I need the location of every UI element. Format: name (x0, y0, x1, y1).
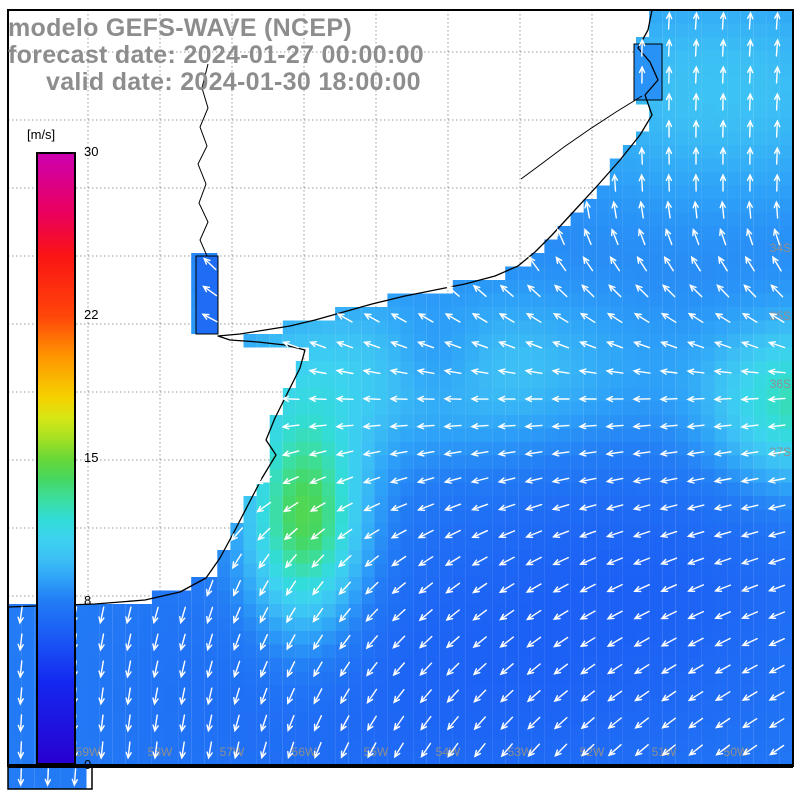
lon-label: 53W (508, 745, 533, 759)
lon-label: 59W (76, 745, 101, 759)
colorbar-tick-15: 15 (84, 450, 99, 465)
colorbar (36, 152, 76, 765)
colorbar-tick-22: 22 (84, 307, 99, 322)
forecast-date: forecast date: 2024-01-27 00:00:00 (8, 41, 424, 69)
lon-label: 57W (220, 745, 245, 759)
lon-label: 52W (580, 745, 605, 759)
colorbar-tick-0: 0 (84, 757, 92, 772)
map-frame (7, 9, 794, 790)
speed-field (8, 10, 793, 789)
axis-labels: 59W 58W 57W 56W 55W 54W 53W 52W 51W 50W34S35S36S3… (76, 241, 791, 759)
lon-label: 50W (724, 745, 749, 759)
valid-date: valid date: 2024-01-30 18:00:00 (46, 68, 421, 96)
colorbar-tick-30: 30 (84, 144, 99, 159)
coastline-layer (7, 9, 659, 608)
coastline (7, 9, 659, 608)
lat-label: 34S (770, 241, 791, 255)
lon-label: 58W (148, 745, 173, 759)
wind-arrows (17, 11, 786, 787)
colorbar-tick-8: 8 (84, 593, 92, 608)
lon-label: 55W (364, 745, 389, 759)
lat-label: 36S (770, 377, 791, 391)
lat-label: 35S (770, 309, 791, 323)
border-line (520, 95, 643, 180)
model-title: modelo GEFS-WAVE (NCEP) (8, 14, 352, 42)
colorbar-unit-label: [m/s] (27, 127, 56, 142)
border-line (197, 63, 209, 257)
lon-label: 56W (292, 745, 317, 759)
